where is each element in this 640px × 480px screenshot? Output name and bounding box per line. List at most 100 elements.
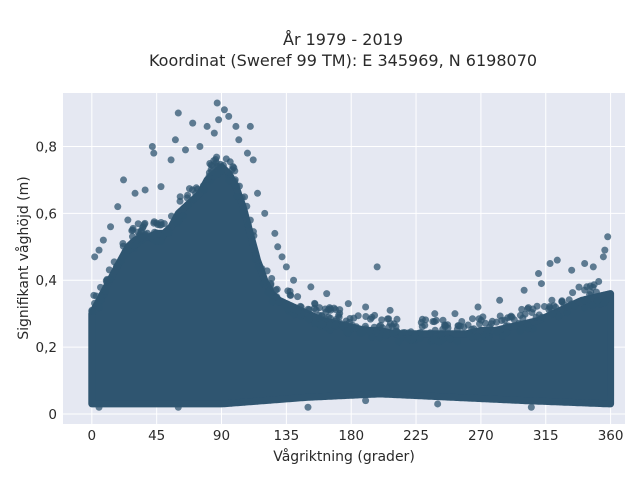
data-point <box>569 289 577 297</box>
data-point <box>470 325 478 333</box>
data-point <box>581 304 589 312</box>
data-point <box>294 293 302 301</box>
data-point <box>97 296 105 304</box>
data-point <box>230 164 238 172</box>
data-point <box>275 298 283 306</box>
data-point <box>318 311 326 319</box>
data-point <box>217 167 225 175</box>
data-point <box>332 321 340 329</box>
data-point <box>592 288 600 296</box>
data-point <box>220 106 228 114</box>
data-point <box>343 328 351 336</box>
data-point <box>258 265 266 273</box>
data-point <box>362 397 370 405</box>
data-point <box>110 258 118 266</box>
data-point <box>281 301 289 309</box>
data-point <box>604 233 612 241</box>
data-point <box>304 305 312 313</box>
data-point <box>232 122 240 130</box>
data-point <box>317 320 325 328</box>
data-point <box>581 260 589 268</box>
data-point <box>238 194 246 202</box>
data-point <box>189 119 197 127</box>
data-point <box>208 168 216 176</box>
data-point <box>519 314 527 322</box>
data-point <box>473 332 481 340</box>
data-point <box>506 313 514 321</box>
data-point <box>225 177 233 185</box>
data-point <box>171 136 179 144</box>
data-point <box>385 315 393 323</box>
data-point <box>496 327 503 335</box>
data-point <box>409 335 417 343</box>
data-point <box>430 336 438 344</box>
data-point <box>368 333 376 341</box>
data-point <box>150 149 158 157</box>
x-tick-label: 135 <box>273 428 299 444</box>
data-point <box>274 243 282 251</box>
data-point <box>148 142 156 150</box>
data-point <box>336 309 344 317</box>
data-point <box>546 260 554 268</box>
data-point <box>394 338 402 346</box>
data-point <box>244 221 252 229</box>
data-point <box>282 263 290 271</box>
data-point <box>157 183 165 191</box>
data-point <box>225 112 233 120</box>
chart-title-line2: Koordinat (Sweref 99 TM): E 345969, N 61… <box>149 51 537 70</box>
data-point <box>124 216 132 224</box>
data-point <box>243 149 251 157</box>
data-point <box>307 283 315 291</box>
data-point <box>361 322 369 330</box>
data-point <box>496 296 504 304</box>
data-point <box>563 303 571 311</box>
data-point <box>502 322 510 330</box>
data-point <box>168 212 175 220</box>
data-point <box>366 328 374 336</box>
data-point <box>252 250 260 258</box>
data-point <box>529 325 537 333</box>
data-point <box>249 156 257 164</box>
data-point <box>213 99 221 107</box>
data-point <box>159 232 167 240</box>
data-point <box>499 332 506 340</box>
x-tick-label: 315 <box>533 428 559 444</box>
data-point <box>501 316 509 324</box>
data-point <box>326 305 334 313</box>
data-point <box>417 329 424 337</box>
data-point <box>601 246 609 254</box>
data-point <box>130 242 138 250</box>
data-point <box>568 266 576 274</box>
x-tick-label: 225 <box>403 428 429 444</box>
data-point <box>186 185 193 193</box>
data-point <box>474 303 482 311</box>
data-point <box>431 310 439 318</box>
data-point <box>200 186 208 194</box>
data-point <box>119 240 127 247</box>
data-point <box>311 320 319 327</box>
data-point <box>583 283 591 291</box>
data-point <box>290 276 298 284</box>
data-point <box>370 323 378 331</box>
data-point <box>267 280 275 287</box>
data-point <box>389 330 397 337</box>
y-axis-label: Signifikant våghöjd (m) <box>15 176 32 339</box>
data-point <box>555 313 563 321</box>
data-point <box>90 291 98 299</box>
data-point <box>589 263 597 271</box>
data-point <box>487 320 495 328</box>
data-point <box>271 229 279 237</box>
data-point <box>399 329 407 337</box>
x-tick-label: 90 <box>213 428 230 444</box>
data-point <box>464 321 472 329</box>
data-point <box>371 311 379 319</box>
data-point <box>243 202 251 210</box>
data-point <box>456 322 464 330</box>
data-point <box>553 256 561 264</box>
data-point <box>246 122 254 130</box>
data-point <box>174 109 182 117</box>
data-point <box>558 297 566 305</box>
data-point <box>373 263 381 271</box>
data-point <box>233 192 241 200</box>
